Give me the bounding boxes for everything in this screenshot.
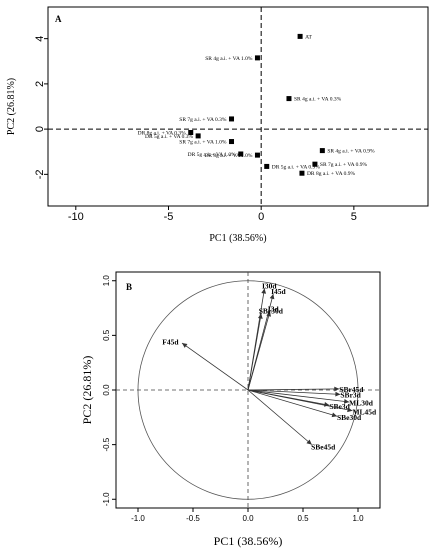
vector-label-f45d: F45d (162, 337, 179, 346)
point-dr-5g-a-i-va-1-0 (238, 151, 244, 157)
vector-label-sbe3d: SBe3d (329, 402, 350, 411)
vector-head-sbe45d (306, 439, 312, 445)
point-dr-5g-a-i-va-0-3 (195, 133, 201, 139)
point-label-dr-5g-a-i-va-0-3: DR 5g a.i. + VA 0.3% (145, 134, 194, 140)
point-dr-8g-a-i-va-0-3 (188, 130, 194, 136)
point-label-sr-4g-a-i-va-1-0: SR 4g a.i. + VA 1.0% (205, 56, 253, 62)
vector-label-sbe30d: SBe30d (337, 413, 362, 422)
panel-b: -1.0 -0.5 0.0 0.5 1.0 -1.0 -0.5 0.0 0.5 1.0 PC1 (3… (80, 271, 381, 548)
vector-head-sbr45d (334, 386, 340, 392)
x-tick-label-b: 1.0 (352, 514, 364, 523)
point-label-dr-5g-a-i-va-0-9: DR 5g a.i. + VA 0.9% (272, 164, 321, 170)
x-tick-label-b: 0.0 (242, 514, 254, 523)
point-label-sr-7g-a-i-va-0-9: SR 7g a.i. + VA 0.9% (320, 162, 368, 168)
vector-ml30d (247, 389, 350, 403)
panel-label-b: B (126, 282, 132, 292)
vector-label-ml30d: ML30d (349, 398, 374, 407)
plot-frame-a (47, 6, 429, 207)
vector-sbe30d (247, 389, 338, 417)
vector-head-i3d (266, 311, 271, 317)
vector-label-i3d: I3d (268, 304, 280, 313)
point-sr-7g-a-i-va-0-9 (312, 161, 318, 167)
point-dr-8g-a-i-va-0-9 (299, 170, 305, 176)
y-tick-label-b: -0.5 (102, 437, 111, 451)
vector-ml45d (247, 389, 353, 412)
vector-label-i45d: I45d (271, 287, 286, 296)
point-label-at: AT (305, 34, 312, 40)
x-axis-title-a: PC1 (38.56%) (209, 233, 266, 244)
y-tick-label-b: 0.5 (102, 329, 111, 341)
vector-head-ml30d (343, 399, 350, 404)
vector-label-sbe45d: SBe45d (311, 443, 336, 452)
y-tick-label-a: 0 (34, 126, 46, 132)
point-sr-7g-a-i-va-1-0 (229, 139, 235, 145)
vector-label-sbr45d: SBr45d (339, 385, 364, 394)
panel-a: -10 -5 0 5 -2 0 2 4 PC1 (38.56%) PC2 (26.81%) A AT S… (6, 6, 429, 244)
x-tick-label-b: -0.5 (186, 514, 200, 523)
vector-label-ml45d: ML45d (352, 407, 377, 416)
point-sr-4g-a-i-va-0-9 (319, 148, 325, 154)
point-label-sr-7g-a-i-va-0-3: SR 7g a.i. + VA 0.3% (179, 117, 227, 123)
vector-head-i30d (261, 288, 267, 294)
vector-label-sbr3d: SBr3d (340, 391, 361, 400)
x-tick-label-a: -5 (164, 211, 174, 223)
vector-head-sbe30d (331, 412, 338, 418)
point-at (297, 33, 303, 39)
y-tick-label-b: 0.0 (102, 384, 111, 396)
y-tick-label-b: 1.0 (102, 275, 111, 287)
vector-f45d (181, 342, 249, 391)
vector-label-i30d: I30d (262, 281, 277, 290)
point-label-dr-8g-a-i-va-0-3: DR 8g a.i. + VA 0.3% (138, 131, 187, 137)
vector-sbr45d (247, 388, 340, 391)
point-label-sr-4g-a-i-va-0-9: SR 4g a.i. + VA 0.9% (327, 149, 375, 155)
x-tick-label-a: -10 (68, 211, 84, 223)
x-tick-label-b: -1.0 (131, 514, 145, 523)
vector-head-f45d (182, 343, 188, 348)
y-tick-label-a: -2 (34, 169, 46, 179)
point-label-sr-4g-a-i-va-0-3: SR 4g a.i. + VA 0.3% (294, 97, 342, 103)
vector-label-sbr30d: SBr30d (259, 307, 284, 316)
x-tick-label-b: 0.5 (297, 514, 309, 523)
vector-sbr30d (247, 313, 262, 391)
point-label-sr-7g-a-i-va-1-0: SR 7g a.i. + VA 1.0% (179, 140, 227, 146)
x-tick-label-a: 0 (258, 211, 264, 223)
panel-label-a: A (55, 14, 62, 24)
vector-sbe45d (247, 389, 313, 445)
vector-head-sbr3d (335, 391, 341, 397)
y-tick-label-b: -1.0 (102, 492, 111, 506)
vector-head-ml45d (347, 407, 353, 413)
vector-head-i45d (269, 293, 275, 300)
x-tick-label-a: 5 (351, 211, 357, 223)
x-axis-title-b: PC1 (38.56%) (214, 534, 283, 548)
point-sr-4g-a-i-va-0-3 (286, 96, 292, 102)
point-label-dr-8g-a-i-va-1-0: DR 8g a.i. + VA 1.0% (204, 153, 253, 159)
vector-head-sbr30d (257, 313, 263, 319)
y-tick-label-a: 4 (34, 36, 46, 42)
y-axis-title-b: PC2 (26.81%) (80, 356, 94, 425)
y-tick-label-a: 2 (34, 81, 46, 87)
vector-sbr3d (247, 389, 341, 395)
point-label-dr-8g-a-i-va-0-9: DR 8g a.i. + VA 0.9% (307, 171, 356, 177)
point-dr-5g-a-i-va-0-9 (264, 163, 270, 169)
y-axis-title-a: PC2 (26.81%) (6, 78, 17, 135)
point-label-dr-5g-a-i-va-1-0: DR 5g a.i. + VA 1.0% (188, 152, 237, 158)
vector-i3d (247, 311, 271, 391)
point-sr-4g-a-i-va-1-0 (254, 55, 260, 61)
point-dr-8g-a-i-va-1-0 (254, 152, 260, 158)
point-sr-7g-a-i-va-0-3 (229, 116, 235, 122)
